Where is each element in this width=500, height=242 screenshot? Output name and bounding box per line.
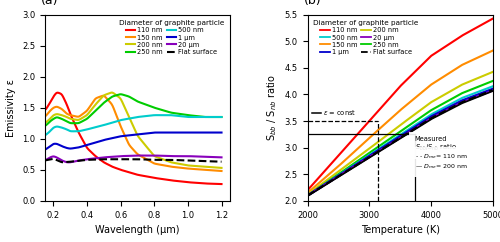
Text: - - $D_{me}$= 110 nm
— $D_{me}$= 200 nm: - - $D_{me}$= 110 nm — $D_{me}$= 200 nm (415, 152, 468, 171)
Y-axis label: S$_{bb}$ / S$_{nb}$ ratio: S$_{bb}$ / S$_{nb}$ ratio (266, 74, 279, 141)
X-axis label: Wavelength (μm): Wavelength (μm) (95, 225, 180, 235)
Text: (b): (b) (304, 0, 322, 7)
Text: (a): (a) (42, 0, 59, 7)
Legend: $\varepsilon$ = const: $\varepsilon$ = const (311, 107, 357, 118)
Y-axis label: Emissivity ε: Emissivity ε (6, 79, 16, 137)
Legend: 110 nm, 150 nm, 200 nm, 250 nm, 500 nm, 1 μm, 20 μm, Flat surface: 110 nm, 150 nm, 200 nm, 250 nm, 500 nm, … (116, 18, 226, 57)
Text: Measured
$S_{bb}$/$S_{nb}$ ratio: Measured $S_{bb}$/$S_{nb}$ ratio (415, 136, 457, 153)
X-axis label: Temperature (K): Temperature (K) (360, 225, 440, 235)
